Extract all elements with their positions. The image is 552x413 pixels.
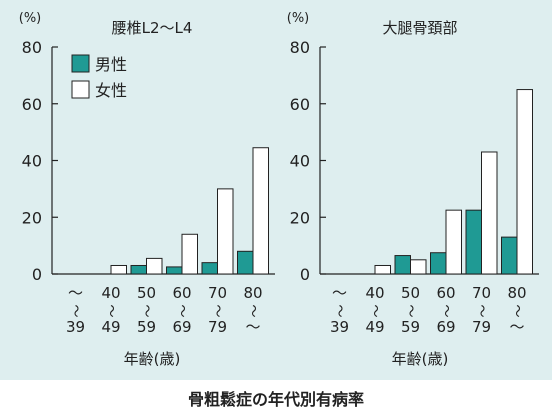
chart-2: 大腿骨頚部(%)020406080〜〜3940〜4950〜5960〜6970〜7… (287, 11, 539, 368)
bar-male (465, 209, 482, 275)
x-tick-label-bottom: 59 (137, 318, 156, 336)
x-tick-wave: 〜 (474, 304, 489, 317)
x-tick-wave: 〜 (103, 304, 118, 317)
bar-female (110, 264, 127, 275)
x-tick-label-top: 50 (137, 284, 156, 302)
y-tick-label: 0 (300, 265, 310, 284)
legend-label: 男性 (95, 55, 127, 74)
x-tick-label-top: 80 (507, 284, 526, 302)
x-tick-label-bottom: 79 (472, 318, 491, 336)
bar-female (374, 264, 391, 275)
bar-female (146, 257, 163, 275)
bar-male (166, 266, 183, 275)
y-tick-label: 40 (290, 152, 310, 171)
bar-male (501, 236, 518, 275)
x-tick-wave: 〜 (245, 304, 260, 317)
x-tick-label-top: 60 (436, 284, 455, 302)
x-tick-label-top: 70 (472, 284, 491, 302)
x-tick-label-top: 〜 (68, 284, 83, 302)
x-tick-label-top: 50 (401, 284, 420, 302)
x-tick-wave: 〜 (367, 304, 382, 317)
y-tick-label: 0 (32, 265, 42, 284)
x-tick-label-bottom: 49 (365, 318, 384, 336)
x-tick-wave: 〜 (438, 304, 453, 317)
bar-male (237, 250, 254, 275)
bar-female (252, 147, 269, 275)
bar-female (217, 188, 234, 275)
x-tick-label-top: 〜 (332, 284, 347, 302)
x-tick-label-top: 40 (101, 284, 120, 302)
x-tick-label-bottom: 49 (101, 318, 120, 336)
x-tick-label-bottom: 69 (436, 318, 455, 336)
bar-male (430, 252, 447, 275)
x-tick-label-bottom: 69 (172, 318, 191, 336)
x-tick-wave: 〜 (174, 304, 189, 317)
chart-title: 大腿骨頚部 (382, 19, 457, 37)
x-tick-wave: 〜 (332, 304, 347, 317)
x-tick-label-bottom: 59 (401, 318, 420, 336)
legend-label: 女性 (95, 81, 127, 100)
y-tick-label: 80 (290, 38, 310, 57)
y-unit-label: (%) (287, 11, 310, 26)
y-tick-label: 20 (22, 208, 42, 227)
x-axis-label: 年齢(歳) (124, 350, 181, 368)
y-tick-label: 60 (22, 95, 42, 114)
bar-female (481, 151, 498, 275)
figure-panel: 腰椎L2〜L4 (%) 0 20 40 60 80 〜〜 39 40 〜 49 50 〜 59 60 〜 69 70… (0, 0, 552, 380)
chart-canvas: 腰椎L2〜L4(%)020406080〜〜3940〜4950〜5960〜6970… (19, 11, 539, 368)
bar-female (445, 209, 462, 275)
legend-swatch-male (71, 54, 90, 73)
x-tick-wave: 〜 (509, 304, 524, 317)
y-tick-label: 60 (290, 95, 310, 114)
bar-female (181, 233, 198, 275)
chart-1: 腰椎L2〜L4(%)020406080〜〜3940〜4950〜5960〜6970… (19, 11, 275, 368)
y-unit-label: (%) (19, 11, 42, 26)
x-tick-label-top: 70 (208, 284, 227, 302)
y-tick-label: 40 (22, 152, 42, 171)
x-tick-label-bottom: 39 (66, 318, 85, 336)
bar-male (201, 262, 218, 275)
x-tick-wave: 〜 (210, 304, 225, 317)
x-tick-wave: 〜 (139, 304, 154, 317)
x-tick-label-top: 80 (243, 284, 262, 302)
x-tick-label-bottom: 39 (330, 318, 349, 336)
x-tick-wave: 〜 (403, 304, 418, 317)
x-tick-label-top: 40 (365, 284, 384, 302)
bar-male (394, 255, 411, 275)
x-tick-wave: 〜 (68, 304, 83, 317)
bar-female (410, 259, 427, 275)
x-tick-label-bottom: 〜 (245, 318, 260, 336)
bar-female (516, 89, 533, 275)
figure-caption: 骨粗鬆症の年代別有病率 (187, 390, 364, 409)
bar-male (130, 264, 147, 275)
x-tick-label-top: 60 (172, 284, 191, 302)
legend-swatch-female (71, 80, 90, 99)
y-tick-label: 20 (290, 208, 310, 227)
y-tick-label: 80 (22, 38, 42, 57)
x-tick-label-bottom: 〜 (509, 318, 524, 336)
x-tick-label-bottom: 79 (208, 318, 227, 336)
chart-title: 腰椎L2〜L4 (112, 19, 193, 37)
x-axis-label: 年齢(歳) (392, 350, 449, 368)
